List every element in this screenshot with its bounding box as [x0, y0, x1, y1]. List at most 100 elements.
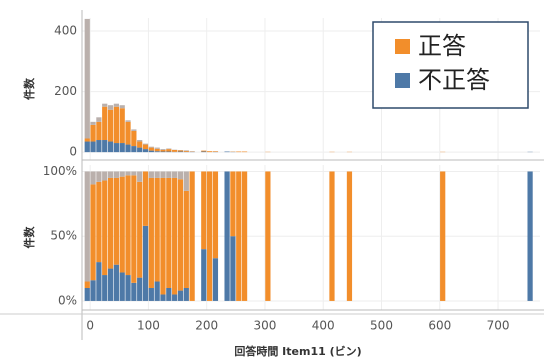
bar-segment	[329, 171, 335, 301]
bar-segment	[102, 180, 108, 276]
bar-segment	[230, 171, 236, 237]
bar-segment	[172, 150, 178, 152]
bar-segment	[527, 171, 533, 301]
bar-segment	[96, 121, 102, 141]
bar-segment	[102, 275, 108, 301]
bar-segment	[119, 171, 125, 177]
bar-segment	[224, 171, 230, 301]
bar-segment	[119, 105, 125, 109]
bar-segment	[90, 141, 96, 153]
bar-segment	[102, 171, 108, 181]
y-axis-label: 件数	[22, 226, 36, 249]
bar-segment	[166, 171, 172, 178]
bar-segment	[137, 181, 143, 278]
bar-segment	[90, 184, 96, 281]
bar-segment	[84, 287, 90, 301]
bar-segment	[154, 151, 160, 153]
bar-segment	[119, 176, 125, 273]
bar-segment	[160, 294, 166, 301]
bar-segment	[154, 148, 160, 152]
x-tick-label: 700	[487, 319, 510, 333]
bar-segment	[102, 140, 108, 153]
bar-segment	[113, 106, 119, 144]
bar-segment	[125, 121, 131, 145]
bar-segment	[177, 290, 184, 301]
legend-label: 正答	[418, 32, 466, 60]
bar-segment	[172, 294, 178, 301]
bar-segment	[125, 275, 131, 301]
bar-segment	[160, 171, 166, 178]
bar-segment	[172, 177, 178, 295]
bar-segment	[166, 151, 172, 153]
bar-segment	[119, 143, 125, 153]
bar-segment	[241, 151, 248, 153]
bar-segment	[131, 175, 137, 283]
bar-segment	[113, 103, 119, 107]
bar-segment	[131, 129, 137, 131]
bar-segment	[154, 177, 160, 282]
bar-segment	[148, 147, 154, 151]
bar-segment	[166, 177, 172, 288]
bar-segment	[137, 147, 143, 153]
bar-segment	[201, 151, 207, 153]
bar-segment	[183, 190, 189, 288]
bar-segment	[113, 143, 119, 153]
bar-segment	[107, 109, 114, 142]
bar-segment	[236, 151, 242, 153]
bar-segment	[241, 171, 248, 301]
bar-segment	[148, 171, 154, 178]
bar-segment	[154, 171, 160, 178]
bar-segment	[96, 140, 102, 153]
bar-segment	[96, 262, 102, 301]
bar-segment	[201, 171, 207, 250]
bar-segment	[90, 121, 96, 125]
x-tick-label: 600	[428, 319, 451, 333]
bar-segment	[96, 117, 102, 122]
bar-segment	[119, 272, 125, 301]
bar-segment	[125, 144, 131, 153]
bar-segment	[113, 171, 119, 178]
bar-segment	[177, 151, 184, 153]
x-tick-label: 400	[312, 319, 335, 333]
bar-segment	[148, 287, 154, 301]
bar-segment	[84, 141, 90, 153]
bar-segment	[125, 175, 131, 276]
bar-segment	[148, 150, 154, 153]
bar-segment	[142, 171, 149, 226]
bar-segment	[102, 103, 108, 107]
bar-segment	[137, 141, 143, 148]
bar-segment	[125, 171, 131, 176]
bar-segment	[189, 171, 195, 301]
bar-segment	[160, 150, 166, 152]
y-axis-label: 件数	[22, 77, 36, 100]
bar-segment	[177, 150, 184, 152]
y-tick-label: 0%	[58, 293, 77, 307]
bar-segment	[102, 106, 108, 141]
bar-segment	[160, 177, 166, 295]
x-tick-label: 300	[254, 319, 277, 333]
bar-segment	[440, 171, 446, 301]
bar-segment	[177, 171, 184, 180]
bar-segment	[160, 151, 166, 153]
bar-segment	[206, 151, 213, 153]
bar-segment	[183, 287, 189, 301]
bar-segment	[166, 287, 172, 301]
bar-segment	[84, 18, 90, 139]
legend-box	[372, 21, 529, 109]
bar-segment	[142, 225, 149, 301]
bar-segment	[166, 148, 172, 150]
bar-segment	[84, 171, 90, 282]
x-tick-label: 100	[137, 319, 160, 333]
bar-segment	[212, 151, 219, 152]
bar-segment	[131, 130, 137, 147]
bar-segment	[84, 281, 90, 288]
bar-segment	[177, 179, 184, 291]
bar-segment	[201, 249, 207, 301]
bar-segment	[131, 171, 137, 176]
y-tick-label: 50%	[50, 229, 77, 243]
bar-segment	[230, 236, 236, 301]
bar-segment	[212, 258, 219, 301]
bar-segment	[137, 277, 143, 301]
